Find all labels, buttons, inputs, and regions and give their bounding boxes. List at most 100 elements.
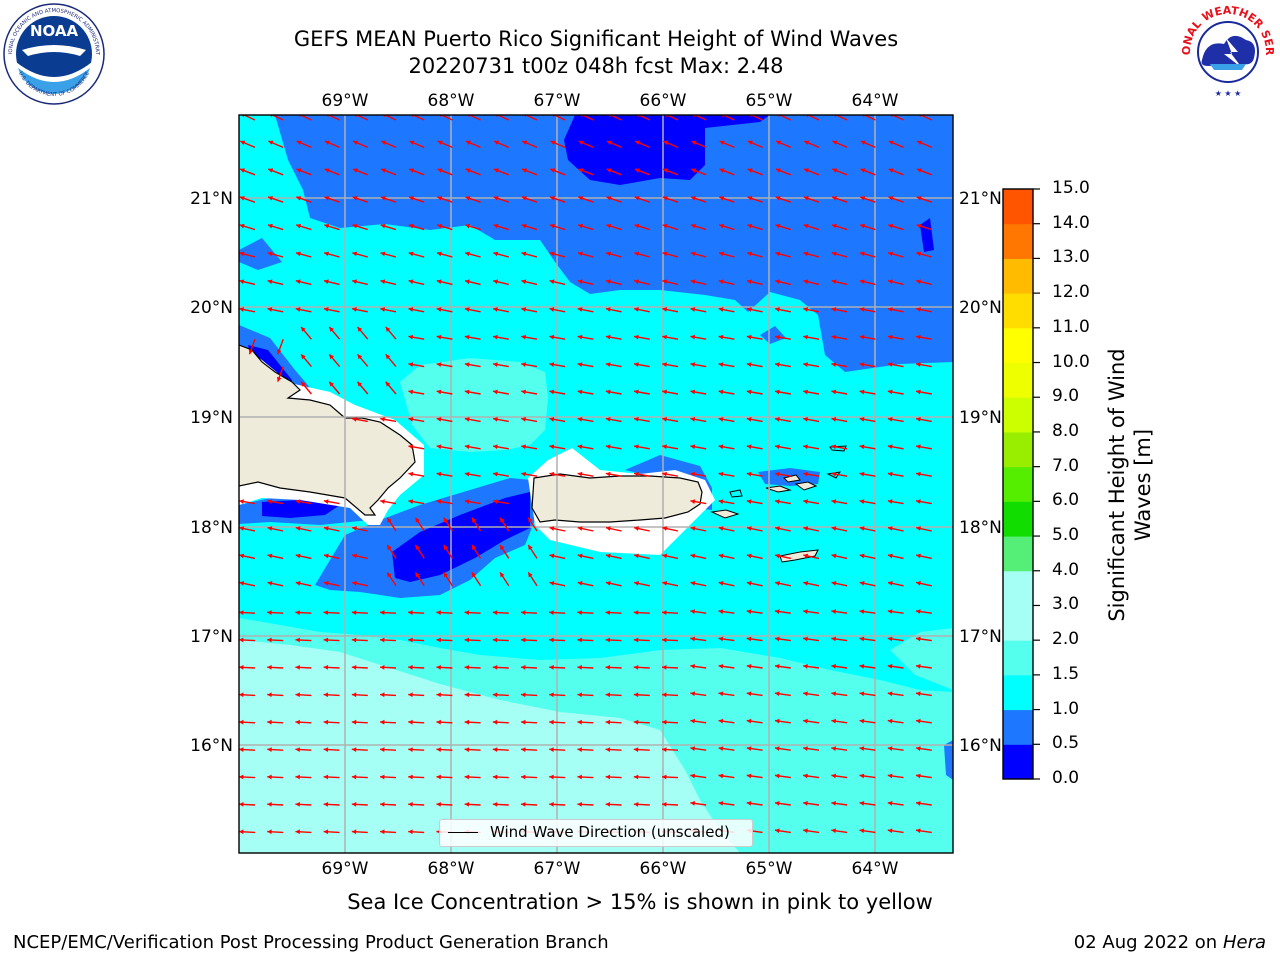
wind-wave-arrow — [746, 609, 763, 614]
wind-wave-arrow — [267, 774, 284, 780]
wind-wave-arrow — [804, 140, 820, 149]
wind-wave-arrow — [915, 773, 932, 779]
wind-wave-arrow — [239, 801, 256, 807]
wind-wave-arrow — [408, 637, 425, 643]
wind-wave-arrow — [267, 196, 284, 203]
wind-wave-arrow — [436, 801, 453, 807]
wind-wave-arrow — [633, 664, 650, 670]
sea-ice-footnote: Sea Ice Concentration > 15% is shown in … — [347, 890, 933, 914]
wind-wave-arrow — [409, 168, 425, 176]
wind-wave-arrow — [492, 471, 509, 477]
wind-wave-arrow — [267, 581, 284, 587]
wind-wave-arrow — [718, 636, 735, 642]
wind-wave-arrow — [381, 140, 397, 149]
wind-wave-arrow — [887, 691, 904, 697]
wind-wave-arrow — [634, 140, 651, 149]
wind-wave-arrow — [492, 801, 509, 807]
wind-wave-arrow — [295, 637, 312, 643]
wind-wave-arrow — [408, 801, 425, 807]
wind-wave-arrow — [521, 444, 538, 450]
wind-wave-arrow — [718, 499, 735, 505]
wind-wave-arrow — [859, 691, 876, 697]
wind-wave-arrow — [774, 828, 791, 834]
wind-wave-arrow — [493, 168, 510, 176]
wind-wave-arrow — [408, 444, 425, 450]
island-sombrero — [829, 445, 847, 452]
wind-wave-arrow — [746, 417, 763, 423]
wind-wave-arrow — [386, 517, 397, 532]
wind-wave-arrow — [718, 526, 735, 532]
wind-wave-arrow — [443, 544, 453, 559]
wind-wave-arrow — [774, 746, 791, 751]
wind-wave-arrow — [323, 637, 340, 643]
wind-wave-arrow — [521, 417, 538, 423]
wind-wave-arrow — [492, 610, 509, 615]
wind-wave-arrow — [661, 801, 679, 807]
wind-wave-arrow — [492, 334, 509, 340]
wind-wave-arrow — [803, 196, 820, 203]
wind-wave-arrow — [633, 610, 650, 615]
wind-wave-arrow — [352, 553, 368, 560]
wind-wave-arrow — [521, 196, 538, 203]
wind-wave-arrow — [386, 572, 397, 587]
wind-wave-arrow — [690, 636, 707, 642]
colorbar-segment — [1003, 189, 1033, 225]
wind-wave-arrow — [915, 609, 932, 614]
wind-wave-arrow — [718, 691, 735, 697]
wind-wave-arrow — [437, 140, 453, 149]
wind-wave-arrow — [436, 362, 453, 368]
wind-wave-arrow — [916, 553, 932, 560]
colorbar-tick-label: 10.0 — [1052, 351, 1090, 372]
wave-band-0p5-1-se-corner — [944, 740, 953, 780]
wind-wave-arrow — [323, 251, 340, 258]
wind-wave-arrow — [916, 223, 933, 231]
wind-wave-arrow — [408, 610, 425, 615]
wind-wave-arrow — [239, 307, 256, 313]
wind-wave-arrow — [605, 526, 622, 532]
wind-wave-arrow — [634, 168, 651, 176]
wind-wave-arrow — [464, 774, 481, 780]
wind-wave-arrow — [662, 196, 679, 203]
wind-wave-arrow — [662, 526, 679, 532]
wind-wave-arrow — [803, 389, 820, 395]
colorbar-tick-label: 9.0 — [1052, 386, 1080, 407]
wind-wave-arrow — [493, 251, 509, 258]
wind-wave-arrow — [436, 444, 453, 450]
wind-wave-arrow — [577, 801, 594, 807]
wind-wave-arrow — [492, 307, 509, 313]
wind-wave-arrow — [549, 637, 566, 643]
legend-label: Wind Wave Direction (unscaled) — [490, 823, 730, 841]
wind-wave-arrow — [605, 747, 622, 752]
wind-wave-arrow — [549, 553, 566, 560]
wind-wave-arrow — [379, 774, 397, 780]
wind-wave-arrow — [746, 581, 763, 587]
wind-wave-arrow — [380, 417, 397, 423]
wind-wave-arrow — [521, 471, 538, 477]
wind-wave-arrow — [605, 279, 622, 286]
wind-wave-arrow — [267, 251, 284, 258]
wind-wave-arrow — [663, 140, 679, 149]
lon-label-bottom: 67°W — [534, 859, 581, 879]
wind-wave-arrow — [464, 801, 481, 807]
wind-wave-arrow — [915, 746, 932, 751]
wind-wave-arrow — [633, 801, 650, 807]
wind-wave-arrow — [351, 719, 368, 725]
wind-wave-arrow — [774, 417, 791, 423]
colorbar-segment — [1003, 501, 1033, 537]
wind-wave-arrow — [323, 747, 340, 752]
wind-wave-arrow — [464, 251, 481, 258]
colorbar-tick-label: 1.5 — [1052, 663, 1080, 684]
wind-wave-arrow — [605, 637, 622, 643]
wind-wave-arrow — [690, 553, 707, 560]
wind-wave-arrow — [662, 417, 679, 423]
colorbar-tick-label: 5.0 — [1052, 525, 1080, 546]
wind-wave-arrow — [408, 389, 425, 395]
island-st-john — [794, 481, 818, 491]
wind-wave-arrow — [916, 140, 933, 149]
wind-wave-arrow — [549, 526, 566, 532]
wind-wave-arrow — [414, 572, 425, 587]
wind-wave-arrow — [323, 801, 340, 807]
wind-wave-arrow — [295, 610, 312, 615]
wind-wave-arrow — [859, 279, 876, 286]
